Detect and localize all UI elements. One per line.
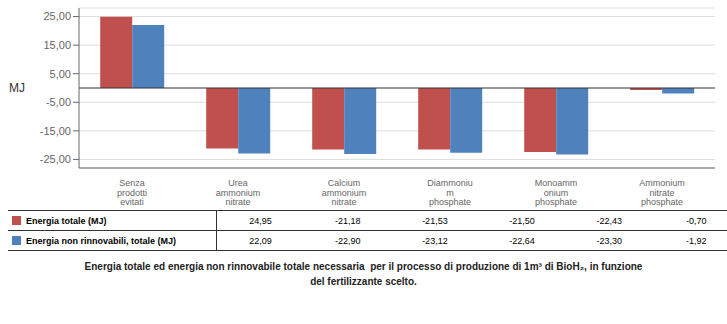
html-text:Energia totale ed energia non: Energia totale ed energia non rinnovabil…: [84, 261, 643, 272]
html-text:Energia totale (MJ): Energia totale (MJ): [26, 215, 107, 226]
svg-text:25,00: 25,00: [43, 10, 71, 22]
html-text:-22,43: -22,43: [596, 215, 622, 226]
html-text:-21,50: -21,50: [509, 215, 535, 226]
html-text:-0,70: -0,70: [686, 215, 707, 226]
svg-text:5,00: 5,00: [50, 68, 71, 80]
html-text:24,95: 24,95: [249, 215, 272, 226]
svg-text:-15,00: -15,00: [40, 125, 71, 137]
html-text:Energia non rinnovabili, total: Energia non rinnovabili, totale (MJ): [26, 235, 176, 246]
svg-text:Ureaammoniumnitrate: Ureaammoniumnitrate: [216, 178, 261, 207]
html-text:del fertilizzante scelto.: del fertilizzante scelto.: [310, 276, 417, 287]
html-text:-1,92: -1,92: [686, 235, 707, 246]
html-text:-21,18: -21,18: [335, 215, 361, 226]
html-text:-23,30: -23,30: [596, 235, 622, 246]
html-text:-21,53: -21,53: [422, 215, 448, 226]
svg-text:15,00: 15,00: [43, 39, 71, 51]
svg-text:Senzaprodottievitati: Senzaprodottievitati: [117, 178, 147, 207]
html-text:-22,90: -22,90: [335, 235, 361, 246]
svg-text:-5,00: -5,00: [46, 96, 71, 108]
html-text:-23,12: -23,12: [422, 235, 448, 246]
svg-text:-25,00: -25,00: [40, 153, 71, 165]
svg-text:Diammoniumphosphate: Diammoniumphosphate: [427, 178, 473, 207]
html-text:-22,64: -22,64: [509, 235, 535, 246]
svg-text:Ammoniumnitratephosphate: Ammoniumnitratephosphate: [639, 178, 685, 207]
svg-text:Calciumammoniumnitrate: Calciumammoniumnitrate: [322, 178, 367, 207]
svg-text:MJ: MJ: [9, 81, 25, 95]
svg-text:Monoammoniumphosphate: Monoammoniumphosphate: [535, 178, 578, 207]
html-text:22,09: 22,09: [249, 235, 272, 246]
